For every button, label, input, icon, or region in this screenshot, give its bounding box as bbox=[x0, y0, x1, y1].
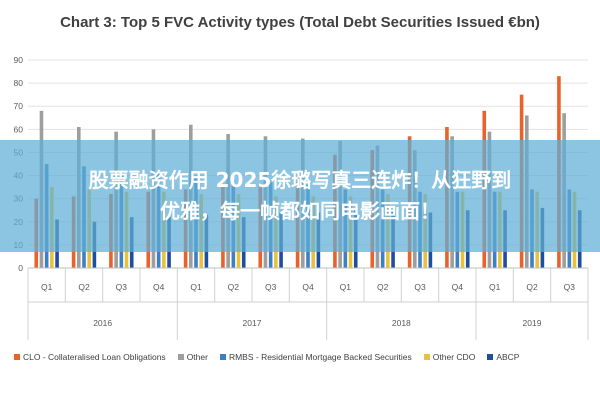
y-tick-label: 0 bbox=[18, 263, 23, 273]
y-tick-label: 90 bbox=[14, 55, 24, 65]
x-tick-label: Q1 bbox=[190, 282, 202, 292]
banner-line-2: 优雅，每一帧都如同电影画面！ bbox=[160, 199, 440, 223]
chart-legend: CLO - Collateralised Loan Obligations Oth… bbox=[14, 352, 594, 362]
legend-item: Other CDO bbox=[423, 352, 476, 362]
y-tick-label: 70 bbox=[14, 101, 24, 111]
x-tick-label: Q1 bbox=[489, 282, 501, 292]
legend-item: Other bbox=[177, 352, 208, 362]
legend-label: RMBS - Residential Mortgage Backed Secur… bbox=[228, 352, 412, 362]
banner-text: 股票融资作用 2025徐璐写真三连炸！从狂野到 优雅，每一帧都如同电影画面！ bbox=[0, 165, 600, 227]
legend-swatch bbox=[14, 354, 20, 360]
legend-item: ABCP bbox=[487, 352, 519, 362]
x-tick-label: Q3 bbox=[116, 282, 128, 292]
x-tick-label: Q2 bbox=[526, 282, 538, 292]
x-tick-label: Q2 bbox=[377, 282, 389, 292]
year-label: 2016 bbox=[93, 318, 112, 328]
x-tick-label: Q1 bbox=[340, 282, 352, 292]
x-tick-label: Q3 bbox=[265, 282, 277, 292]
year-label: 2017 bbox=[243, 318, 262, 328]
x-tick-label: Q4 bbox=[452, 282, 464, 292]
x-tick-label: Q3 bbox=[414, 282, 426, 292]
legend-swatch bbox=[177, 354, 184, 360]
legend-item: CLO - Collateralised Loan Obligations bbox=[14, 352, 166, 362]
legend-label: Other CDO bbox=[432, 352, 476, 362]
banner-line-1: 股票融资作用 2025徐璐写真三连炸！从狂野到 bbox=[88, 168, 512, 192]
y-tick-label: 60 bbox=[14, 124, 24, 134]
chart-title: Chart 3: Top 5 FVC Activity types (Total… bbox=[60, 14, 540, 31]
x-tick-label: Q2 bbox=[228, 282, 240, 292]
y-tick-label: 80 bbox=[14, 78, 24, 88]
x-tick-label: Q3 bbox=[564, 282, 576, 292]
legend-swatch bbox=[487, 354, 494, 360]
year-label: 2019 bbox=[523, 318, 542, 328]
legend-label: ABCP bbox=[496, 352, 520, 362]
legend-label: Other bbox=[186, 352, 208, 362]
x-tick-label: Q1 bbox=[41, 282, 53, 292]
x-tick-label: Q2 bbox=[78, 282, 90, 292]
legend-swatch bbox=[423, 354, 430, 360]
legend-swatch bbox=[219, 354, 226, 360]
year-label: 2018 bbox=[392, 318, 411, 328]
x-tick-label: Q4 bbox=[153, 282, 165, 292]
legend-label: CLO - Collateralised Loan Obligations bbox=[23, 352, 166, 362]
banner-overlay bbox=[0, 140, 600, 252]
legend-item: RMBS - Residential Mortgage Backed Secur… bbox=[219, 352, 412, 362]
x-tick-label: Q4 bbox=[302, 282, 314, 292]
